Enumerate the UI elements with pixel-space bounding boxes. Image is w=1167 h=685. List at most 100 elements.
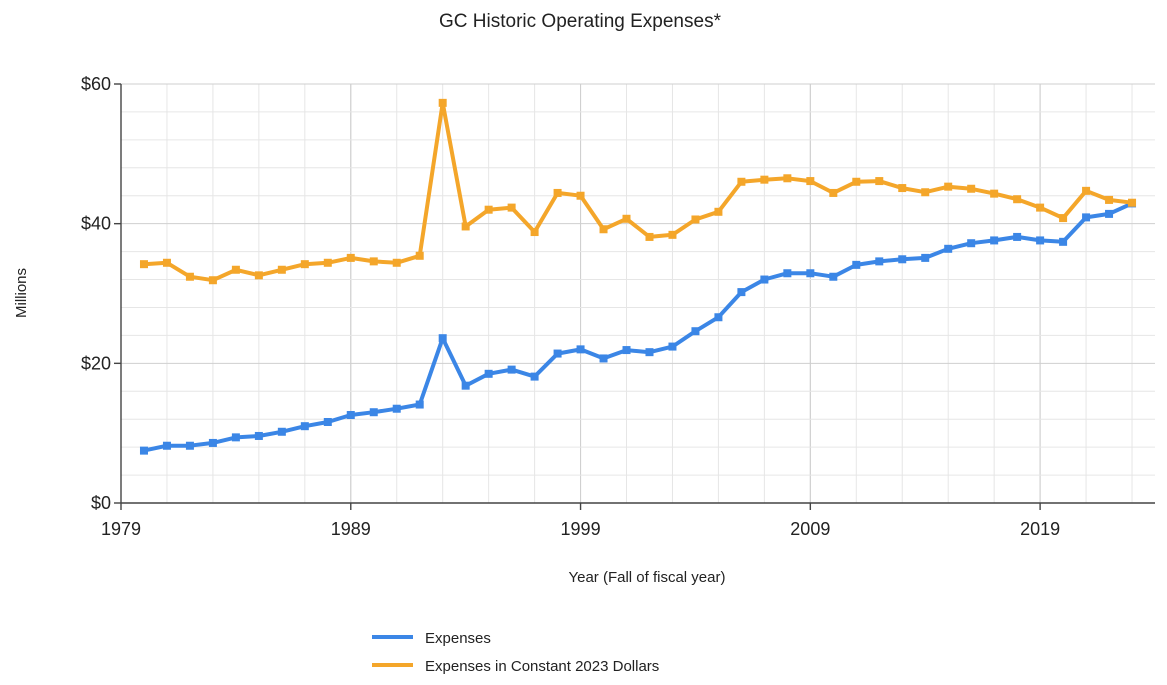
data-point-expenses <box>139 446 148 455</box>
data-point-expenses <box>208 438 217 447</box>
data-point-constant-dollars <box>323 258 332 267</box>
data-point-expenses <box>737 288 746 297</box>
data-point-expenses <box>162 441 171 450</box>
data-point-constant-dollars <box>944 182 953 191</box>
data-point-expenses <box>990 236 999 245</box>
data-point-expenses <box>645 348 654 357</box>
data-point-expenses <box>714 313 723 322</box>
data-point-expenses <box>415 400 424 409</box>
x-tick-label: 2019 <box>1020 519 1060 539</box>
data-point-constant-dollars <box>162 258 171 267</box>
series-constant-dollars <box>139 98 1137 285</box>
data-point-expenses <box>1105 209 1114 218</box>
series-expenses <box>139 199 1137 455</box>
data-point-constant-dollars <box>1082 186 1091 195</box>
data-point-constant-dollars <box>760 175 769 184</box>
data-point-expenses <box>438 334 447 343</box>
data-point-constant-dollars <box>668 230 677 239</box>
data-point-constant-dollars <box>438 98 447 107</box>
data-point-expenses <box>254 431 263 440</box>
y-tick-label: $60 <box>81 74 111 94</box>
data-point-constant-dollars <box>875 177 884 186</box>
data-point-constant-dollars <box>1036 203 1045 212</box>
data-point-expenses <box>691 327 700 336</box>
data-point-constant-dollars <box>530 228 539 237</box>
data-point-expenses <box>231 433 240 442</box>
data-point-constant-dollars <box>139 260 148 269</box>
data-point-expenses <box>576 345 585 354</box>
data-point-constant-dollars <box>714 207 723 216</box>
x-axis-label: Year (Fall of fiscal year) <box>568 569 725 586</box>
data-point-constant-dollars <box>415 251 424 260</box>
data-point-constant-dollars <box>1059 214 1068 223</box>
data-point-constant-dollars <box>691 215 700 224</box>
legend-item-expenses: Expenses <box>372 630 491 647</box>
data-point-constant-dollars <box>277 265 286 274</box>
data-point-constant-dollars <box>346 253 355 262</box>
data-point-constant-dollars <box>300 260 309 269</box>
x-tick-label: 1989 <box>331 519 371 539</box>
data-point-constant-dollars <box>208 276 217 285</box>
y-tick-label: $40 <box>81 214 111 234</box>
data-point-constant-dollars <box>806 177 815 186</box>
data-point-constant-dollars <box>783 174 792 183</box>
data-point-expenses <box>875 257 884 266</box>
data-point-constant-dollars <box>967 184 976 193</box>
legend-label-constant-dollars: Expenses in Constant 2023 Dollars <box>425 658 659 675</box>
x-tick-label: 2009 <box>790 519 830 539</box>
data-point-constant-dollars <box>553 188 562 197</box>
data-point-expenses <box>806 269 815 278</box>
data-point-constant-dollars <box>852 177 861 186</box>
data-point-constant-dollars <box>1128 198 1137 207</box>
data-point-constant-dollars <box>507 203 516 212</box>
legend-item-constant-dollars: Expenses in Constant 2023 Dollars <box>372 658 659 675</box>
data-point-expenses <box>599 354 608 363</box>
data-point-expenses <box>369 408 378 417</box>
data-point-expenses <box>898 255 907 264</box>
chart-title: GC Historic Operating Expenses* <box>439 11 722 32</box>
data-point-constant-dollars <box>898 184 907 193</box>
data-point-expenses <box>829 272 838 281</box>
data-point-expenses <box>553 349 562 358</box>
data-point-expenses <box>852 260 861 269</box>
data-point-constant-dollars <box>829 188 838 197</box>
data-point-constant-dollars <box>737 177 746 186</box>
data-point-expenses <box>507 365 516 374</box>
data-point-constant-dollars <box>1105 195 1114 204</box>
axes: $0 $20 $40 $60 1979 1989 1999 2009 2019 <box>81 74 1155 539</box>
data-point-constant-dollars <box>254 271 263 280</box>
data-point-expenses <box>921 253 930 262</box>
data-point-expenses <box>277 427 286 436</box>
legend: Expenses Expenses in Constant 2023 Dolla… <box>372 630 659 675</box>
data-point-constant-dollars <box>461 222 470 231</box>
data-point-expenses <box>346 411 355 420</box>
data-point-expenses <box>530 372 539 381</box>
data-point-constant-dollars <box>622 214 631 223</box>
data-point-constant-dollars <box>392 258 401 267</box>
data-point-constant-dollars <box>185 272 194 281</box>
grid <box>121 83 1155 503</box>
data-point-constant-dollars <box>599 225 608 234</box>
y-axis-label: Millions <box>13 268 30 318</box>
series-layer <box>139 98 1137 455</box>
series-line-expenses <box>142 201 1134 453</box>
data-point-expenses <box>944 244 953 253</box>
data-point-expenses <box>668 342 677 351</box>
data-point-constant-dollars <box>484 205 493 214</box>
data-point-constant-dollars <box>645 232 654 241</box>
data-point-expenses <box>1059 237 1068 246</box>
data-point-expenses <box>323 417 332 426</box>
data-point-expenses <box>392 404 401 413</box>
data-point-expenses <box>1013 232 1022 241</box>
y-tick-label: $20 <box>81 353 111 373</box>
data-point-expenses <box>461 381 470 390</box>
data-point-constant-dollars <box>231 265 240 274</box>
data-point-constant-dollars <box>990 189 999 198</box>
data-point-expenses <box>300 422 309 431</box>
data-point-constant-dollars <box>369 257 378 266</box>
data-point-expenses <box>1036 236 1045 245</box>
data-point-expenses <box>185 441 194 450</box>
data-point-expenses <box>484 369 493 378</box>
data-point-expenses <box>760 275 769 284</box>
data-point-expenses <box>783 269 792 278</box>
